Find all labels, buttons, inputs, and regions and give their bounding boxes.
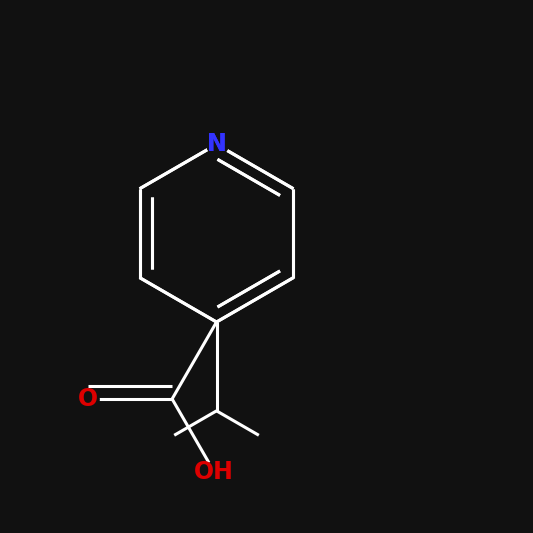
Text: O: O xyxy=(78,387,98,411)
Text: OH: OH xyxy=(195,460,234,484)
Text: N: N xyxy=(207,132,227,156)
Text: N: N xyxy=(207,132,227,156)
